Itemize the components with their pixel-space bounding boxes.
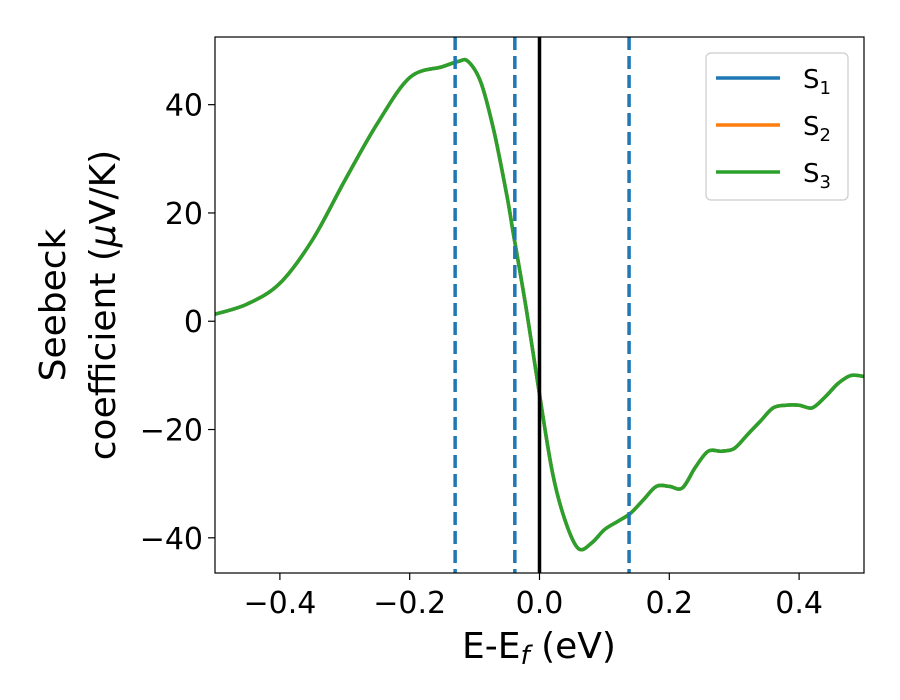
x-tick-label: 0.4 [775, 586, 823, 621]
x-axis-label: E-Ef (eV) [462, 626, 616, 671]
tick-layer: −0.4 −0.2 0.0 0.2 0.4 −40 −20 0 20 40 [140, 89, 823, 621]
plot-layer [215, 37, 864, 573]
y-axis-label-line1: Seebeck [33, 228, 74, 381]
legend: S1 S2 S3 [705, 52, 849, 201]
x-tick-label: 0.2 [645, 586, 693, 621]
y-tick-label: 0 [184, 305, 203, 340]
series-line-3 [215, 57, 864, 552]
x-tick-label: −0.4 [243, 586, 316, 621]
legend-label-1: S1 [803, 65, 831, 99]
y-tick-label: 20 [165, 197, 203, 232]
y-tick-label: −40 [140, 522, 203, 557]
x-tick-label: −0.2 [373, 586, 446, 621]
y-axis-label-line2: coefficient (μV/K) [83, 150, 124, 460]
x-tick-label: 0.0 [516, 586, 564, 621]
y-tick-label: −20 [140, 414, 203, 449]
legend-label-3: S3 [803, 159, 831, 193]
y-tick-label: 40 [165, 89, 203, 124]
legend-label-2: S2 [803, 112, 831, 146]
